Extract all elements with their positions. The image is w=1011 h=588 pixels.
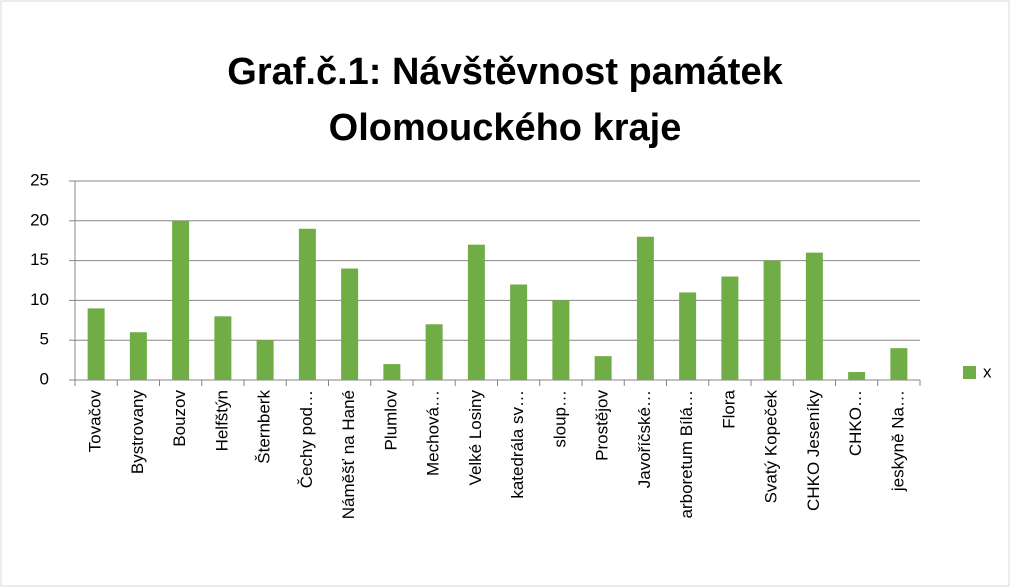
bar: [679, 292, 697, 380]
bar: [552, 300, 570, 380]
x-tick-label: jeskyně Na…: [888, 390, 907, 492]
bar: [890, 348, 908, 380]
x-tick-label: Bystrovany: [128, 390, 147, 475]
bar: [172, 220, 190, 380]
legend-label: x: [983, 362, 992, 381]
bar: [636, 236, 654, 380]
x-tick-label: Prostějov: [593, 390, 612, 461]
bar: [763, 260, 781, 380]
y-tick-label: 10: [30, 290, 49, 309]
bar: [129, 332, 147, 380]
x-tick-label: Velké Losiny: [466, 390, 485, 486]
x-tick-label: Bouzov: [170, 390, 189, 447]
bar: [256, 340, 274, 380]
x-tick-label: Čechy pod…: [297, 390, 316, 488]
y-tick-label: 20: [30, 210, 49, 229]
x-tick-label: Flora: [719, 389, 738, 428]
y-tick-label: 5: [40, 330, 49, 349]
x-tick-label: Tovačov: [86, 390, 105, 453]
x-tick-label: Náměšť na Hané: [339, 390, 358, 519]
bar: [467, 244, 485, 380]
bar: [298, 228, 316, 380]
y-tick-label: 15: [30, 250, 49, 269]
x-tick-label: Svatý Kopeček: [762, 390, 781, 504]
x-tick-label: Javoříčské…: [635, 390, 654, 488]
x-tick-label: CHKO…: [846, 390, 865, 456]
legend-swatch: [963, 366, 976, 379]
y-tick-label: 0: [40, 369, 49, 388]
bar: [510, 284, 528, 380]
x-tick-label: Šternberk: [255, 390, 274, 464]
bar: [805, 252, 823, 380]
bar: [848, 372, 866, 380]
bar: [341, 268, 359, 380]
bar: [721, 276, 739, 380]
bar: [383, 364, 401, 380]
bar: [425, 324, 443, 380]
x-tick-label: katedrála sv…: [508, 390, 527, 499]
title-box: Graf.č.1: Návštěvnost památek Olomouckéh…: [227, 51, 783, 149]
x-tick-label: sloup…: [550, 390, 569, 448]
chart-title: Graf.č.1: Návštěvnost památek Olomouckéh…: [227, 51, 783, 149]
bar: [87, 308, 105, 380]
x-tick-label: arboretum Bílá…: [677, 390, 696, 519]
x-tick-label: CHKO Jeseníky: [804, 390, 823, 511]
x-tick-label: Helfštýn: [212, 390, 231, 451]
x-tick-label: Mechová…: [424, 390, 443, 476]
x-tick-label: Plumlov: [381, 390, 400, 451]
bar: [214, 316, 232, 380]
bar: [594, 356, 612, 380]
y-tick-label: 25: [30, 170, 49, 189]
